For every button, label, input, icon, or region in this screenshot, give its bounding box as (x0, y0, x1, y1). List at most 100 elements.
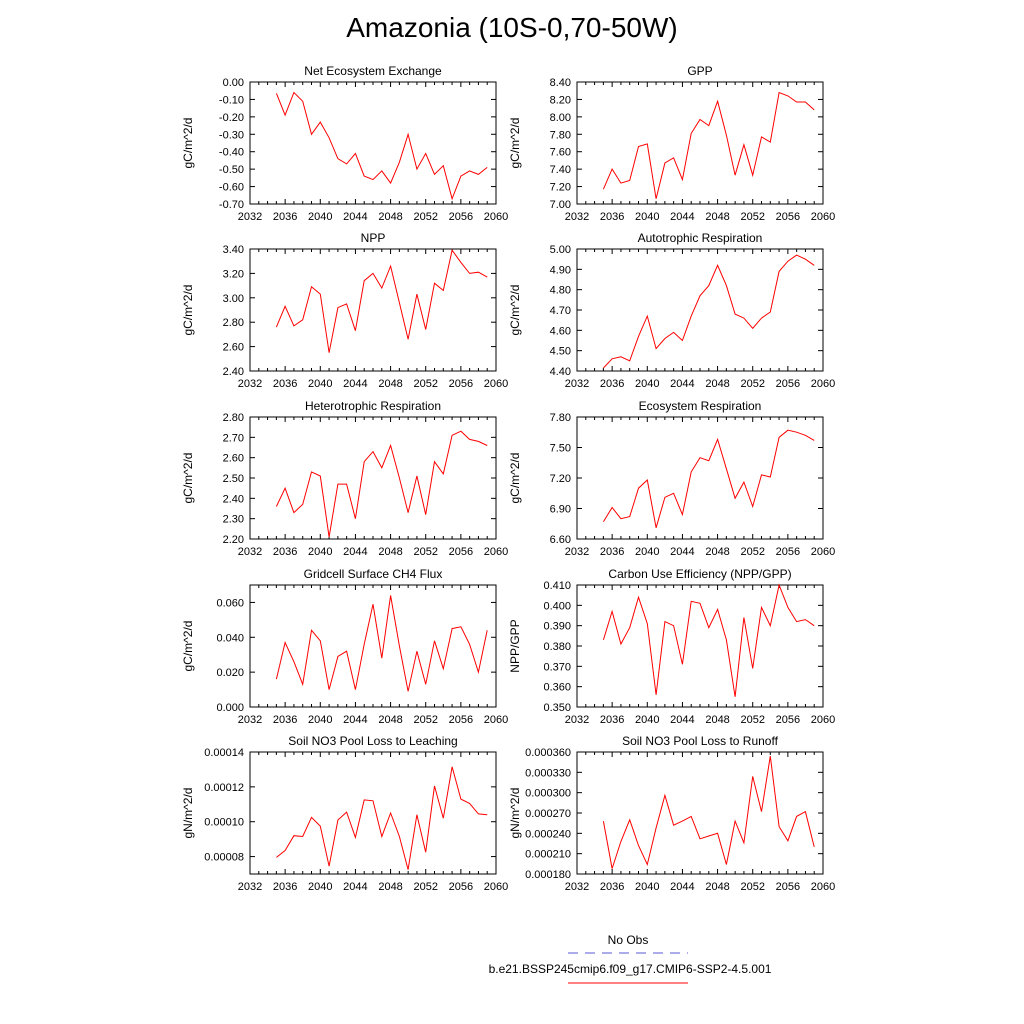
y-tick-label: -0.30 (219, 129, 244, 141)
x-tick-label: 2060 (811, 378, 835, 390)
x-tick-label: 2036 (273, 881, 297, 893)
x-tick-label: 2044 (670, 881, 694, 893)
y-tick-label: 2.40 (223, 366, 244, 378)
x-tick-label: 2052 (413, 714, 437, 726)
x-tick-label: 2060 (484, 546, 508, 558)
y-tick-label: 8.20 (550, 94, 571, 106)
y-tick-label: 4.70 (550, 305, 571, 317)
y-tick-label: -0.40 (219, 147, 244, 159)
series-line (602, 429, 815, 528)
y-tick-label: 0.00010 (204, 817, 244, 829)
y-tick-label: 7.00 (550, 199, 571, 211)
y-tick-label: 0.00014 (204, 747, 244, 759)
x-tick-label: 2060 (811, 546, 835, 558)
series-line (275, 595, 488, 692)
x-tick-label: 2056 (776, 211, 800, 223)
x-tick-label: 2036 (600, 714, 624, 726)
x-tick-label: 2056 (449, 546, 473, 558)
y-tick-label: 0.060 (216, 597, 244, 609)
x-tick-label: 2036 (273, 546, 297, 558)
x-tick-label: 2060 (811, 881, 835, 893)
legend-label-no-obs: No Obs (607, 933, 649, 947)
y-tick-label: 6.60 (550, 534, 571, 546)
y-tick-label: 5.00 (550, 244, 571, 256)
x-tick-label: 2052 (413, 881, 437, 893)
panel-4: Heterotrophic Respiration 2032 2036 2040 204… (181, 399, 508, 558)
y-tick-label: 0.040 (216, 632, 244, 644)
y-tick-label: 0.350 (543, 702, 571, 714)
panel-title: Heterotrophic Respiration (305, 399, 441, 413)
x-tick-label: 2040 (635, 211, 659, 223)
plot-frame (249, 81, 497, 205)
y-tick-label: 8.00 (550, 112, 571, 124)
y-tick-label: 7.40 (550, 164, 571, 176)
y-tick-label: 2.80 (223, 317, 244, 329)
y-tick-label: 0.370 (543, 661, 571, 673)
x-tick-label: 2048 (378, 881, 402, 893)
y-tick-label: 0.400 (543, 600, 571, 612)
x-tick-label: 2044 (343, 378, 367, 390)
x-tick-label: 2056 (776, 881, 800, 893)
y-axis-label: gN/m^2/d (508, 788, 522, 839)
x-tick-label: 2044 (343, 546, 367, 558)
x-tick-label: 2040 (308, 378, 332, 390)
x-tick-label: 2032 (565, 378, 589, 390)
x-tick-label: 2044 (343, 211, 367, 223)
y-axis-label: NPP/GPP (508, 619, 522, 672)
y-tick-label: 2.80 (223, 412, 244, 424)
x-tick-label: 2056 (776, 714, 800, 726)
y-tick-label: 4.60 (550, 325, 571, 337)
y-axis-label: gC/m^2/d (181, 453, 195, 504)
y-axis-label: gC/m^2/d (508, 453, 522, 504)
x-tick-label: 2052 (740, 211, 764, 223)
y-tick-label: 2.40 (223, 493, 244, 505)
x-tick-label: 2060 (811, 714, 835, 726)
panel-title: NPP (361, 231, 386, 245)
panel-title: Net Ecosystem Exchange (304, 64, 442, 78)
x-tick-label: 2036 (600, 546, 624, 558)
series-line (275, 248, 488, 353)
y-tick-label: 0.020 (216, 667, 244, 679)
x-tick-label: 2044 (343, 714, 367, 726)
y-tick-label: 4.80 (550, 285, 571, 297)
x-tick-label: 2040 (635, 378, 659, 390)
y-tick-label: 2.60 (223, 342, 244, 354)
y-tick-label: 2.50 (223, 473, 244, 485)
y-tick-label: 0.000360 (525, 747, 571, 759)
x-tick-label: 2052 (740, 546, 764, 558)
x-tick-label: 2056 (449, 881, 473, 893)
x-tick-label: 2032 (238, 714, 262, 726)
x-tick-label: 2060 (484, 714, 508, 726)
x-tick-label: 2048 (378, 714, 402, 726)
series-line (602, 91, 815, 199)
x-tick-label: 2032 (238, 378, 262, 390)
x-tick-label: 2048 (378, 546, 402, 558)
panel-title: Gridcell Surface CH4 Flux (304, 567, 443, 581)
figure-title: Amazonia (10S-0,70-50W) (346, 12, 678, 43)
panel-title: GPP (687, 64, 712, 78)
x-tick-label: 2036 (600, 211, 624, 223)
panel-title: Carbon Use Efficiency (NPP/GPP) (608, 567, 791, 581)
x-tick-label: 2048 (705, 714, 729, 726)
y-tick-label: 7.60 (550, 147, 571, 159)
x-tick-label: 2056 (449, 714, 473, 726)
x-tick-label: 2048 (378, 378, 402, 390)
plot-frame (576, 248, 824, 372)
x-tick-label: 2048 (705, 211, 729, 223)
y-tick-label: 0.000270 (525, 808, 571, 820)
x-tick-label: 2044 (343, 881, 367, 893)
x-tick-label: 2052 (740, 881, 764, 893)
x-tick-label: 2044 (670, 378, 694, 390)
x-tick-label: 2056 (449, 378, 473, 390)
panel-title: Autotrophic Respiration (638, 231, 763, 245)
y-tick-label: 4.40 (550, 366, 571, 378)
panel-7: Carbon Use Efficiency (NPP/GPP) 2032 2036 2… (508, 567, 835, 726)
y-tick-label: 0.000210 (525, 849, 571, 861)
x-tick-label: 2032 (238, 546, 262, 558)
y-tick-label: -0.70 (219, 199, 244, 211)
x-tick-label: 2060 (484, 378, 508, 390)
y-tick-label: -0.20 (219, 112, 244, 124)
legend-line-run (568, 982, 688, 984)
x-tick-label: 2036 (600, 378, 624, 390)
legend-line-no-obs (568, 952, 688, 954)
